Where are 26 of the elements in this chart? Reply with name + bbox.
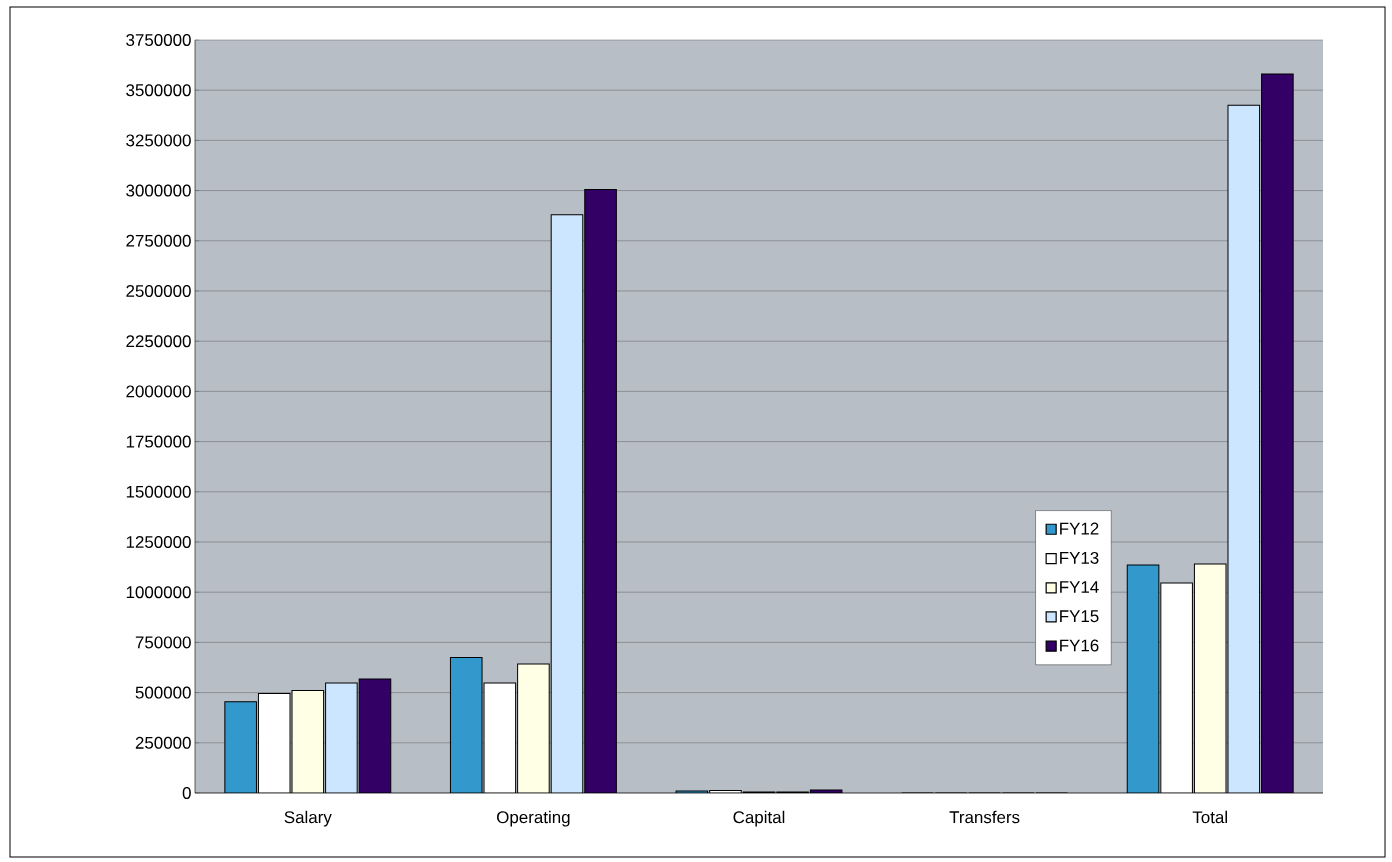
y-tick-label: 1000000 <box>126 586 191 599</box>
y-tick-label: 3750000 <box>126 33 191 46</box>
y-tick-label: 2500000 <box>126 284 191 297</box>
y-tick-label: 1250000 <box>126 535 191 548</box>
legend-label: FY14 <box>1060 581 1099 593</box>
y-tick-label: 750000 <box>135 636 191 649</box>
y-tick-label: 3000000 <box>126 184 191 197</box>
y-tick-label: 2000000 <box>126 385 191 398</box>
y-tick-label: 500000 <box>135 686 191 699</box>
y-tick-label: 1500000 <box>126 485 191 498</box>
y-tick-label: 3500000 <box>126 84 191 97</box>
x-tick-label: Total <box>1192 810 1227 824</box>
y-tick-label: 3250000 <box>126 134 191 147</box>
legend-label: FY16 <box>1060 639 1099 652</box>
y-tick-label: 2250000 <box>126 335 191 348</box>
x-tick-label: Capital <box>733 810 785 827</box>
y-tick-label: 1750000 <box>126 435 191 448</box>
legend-label: FY13 <box>1060 551 1099 564</box>
y-tick-label: 250000 <box>135 736 191 749</box>
x-tick-label: Operating <box>497 810 570 827</box>
x-tick-label: Transfers <box>949 810 1020 824</box>
y-tick-label: 0 <box>182 787 191 799</box>
legend-label: FY15 <box>1060 610 1099 623</box>
y-tick-label: 2750000 <box>126 234 191 247</box>
x-tick-label: Salary <box>284 810 332 827</box>
legend-label: FY12 <box>1060 522 1099 535</box>
